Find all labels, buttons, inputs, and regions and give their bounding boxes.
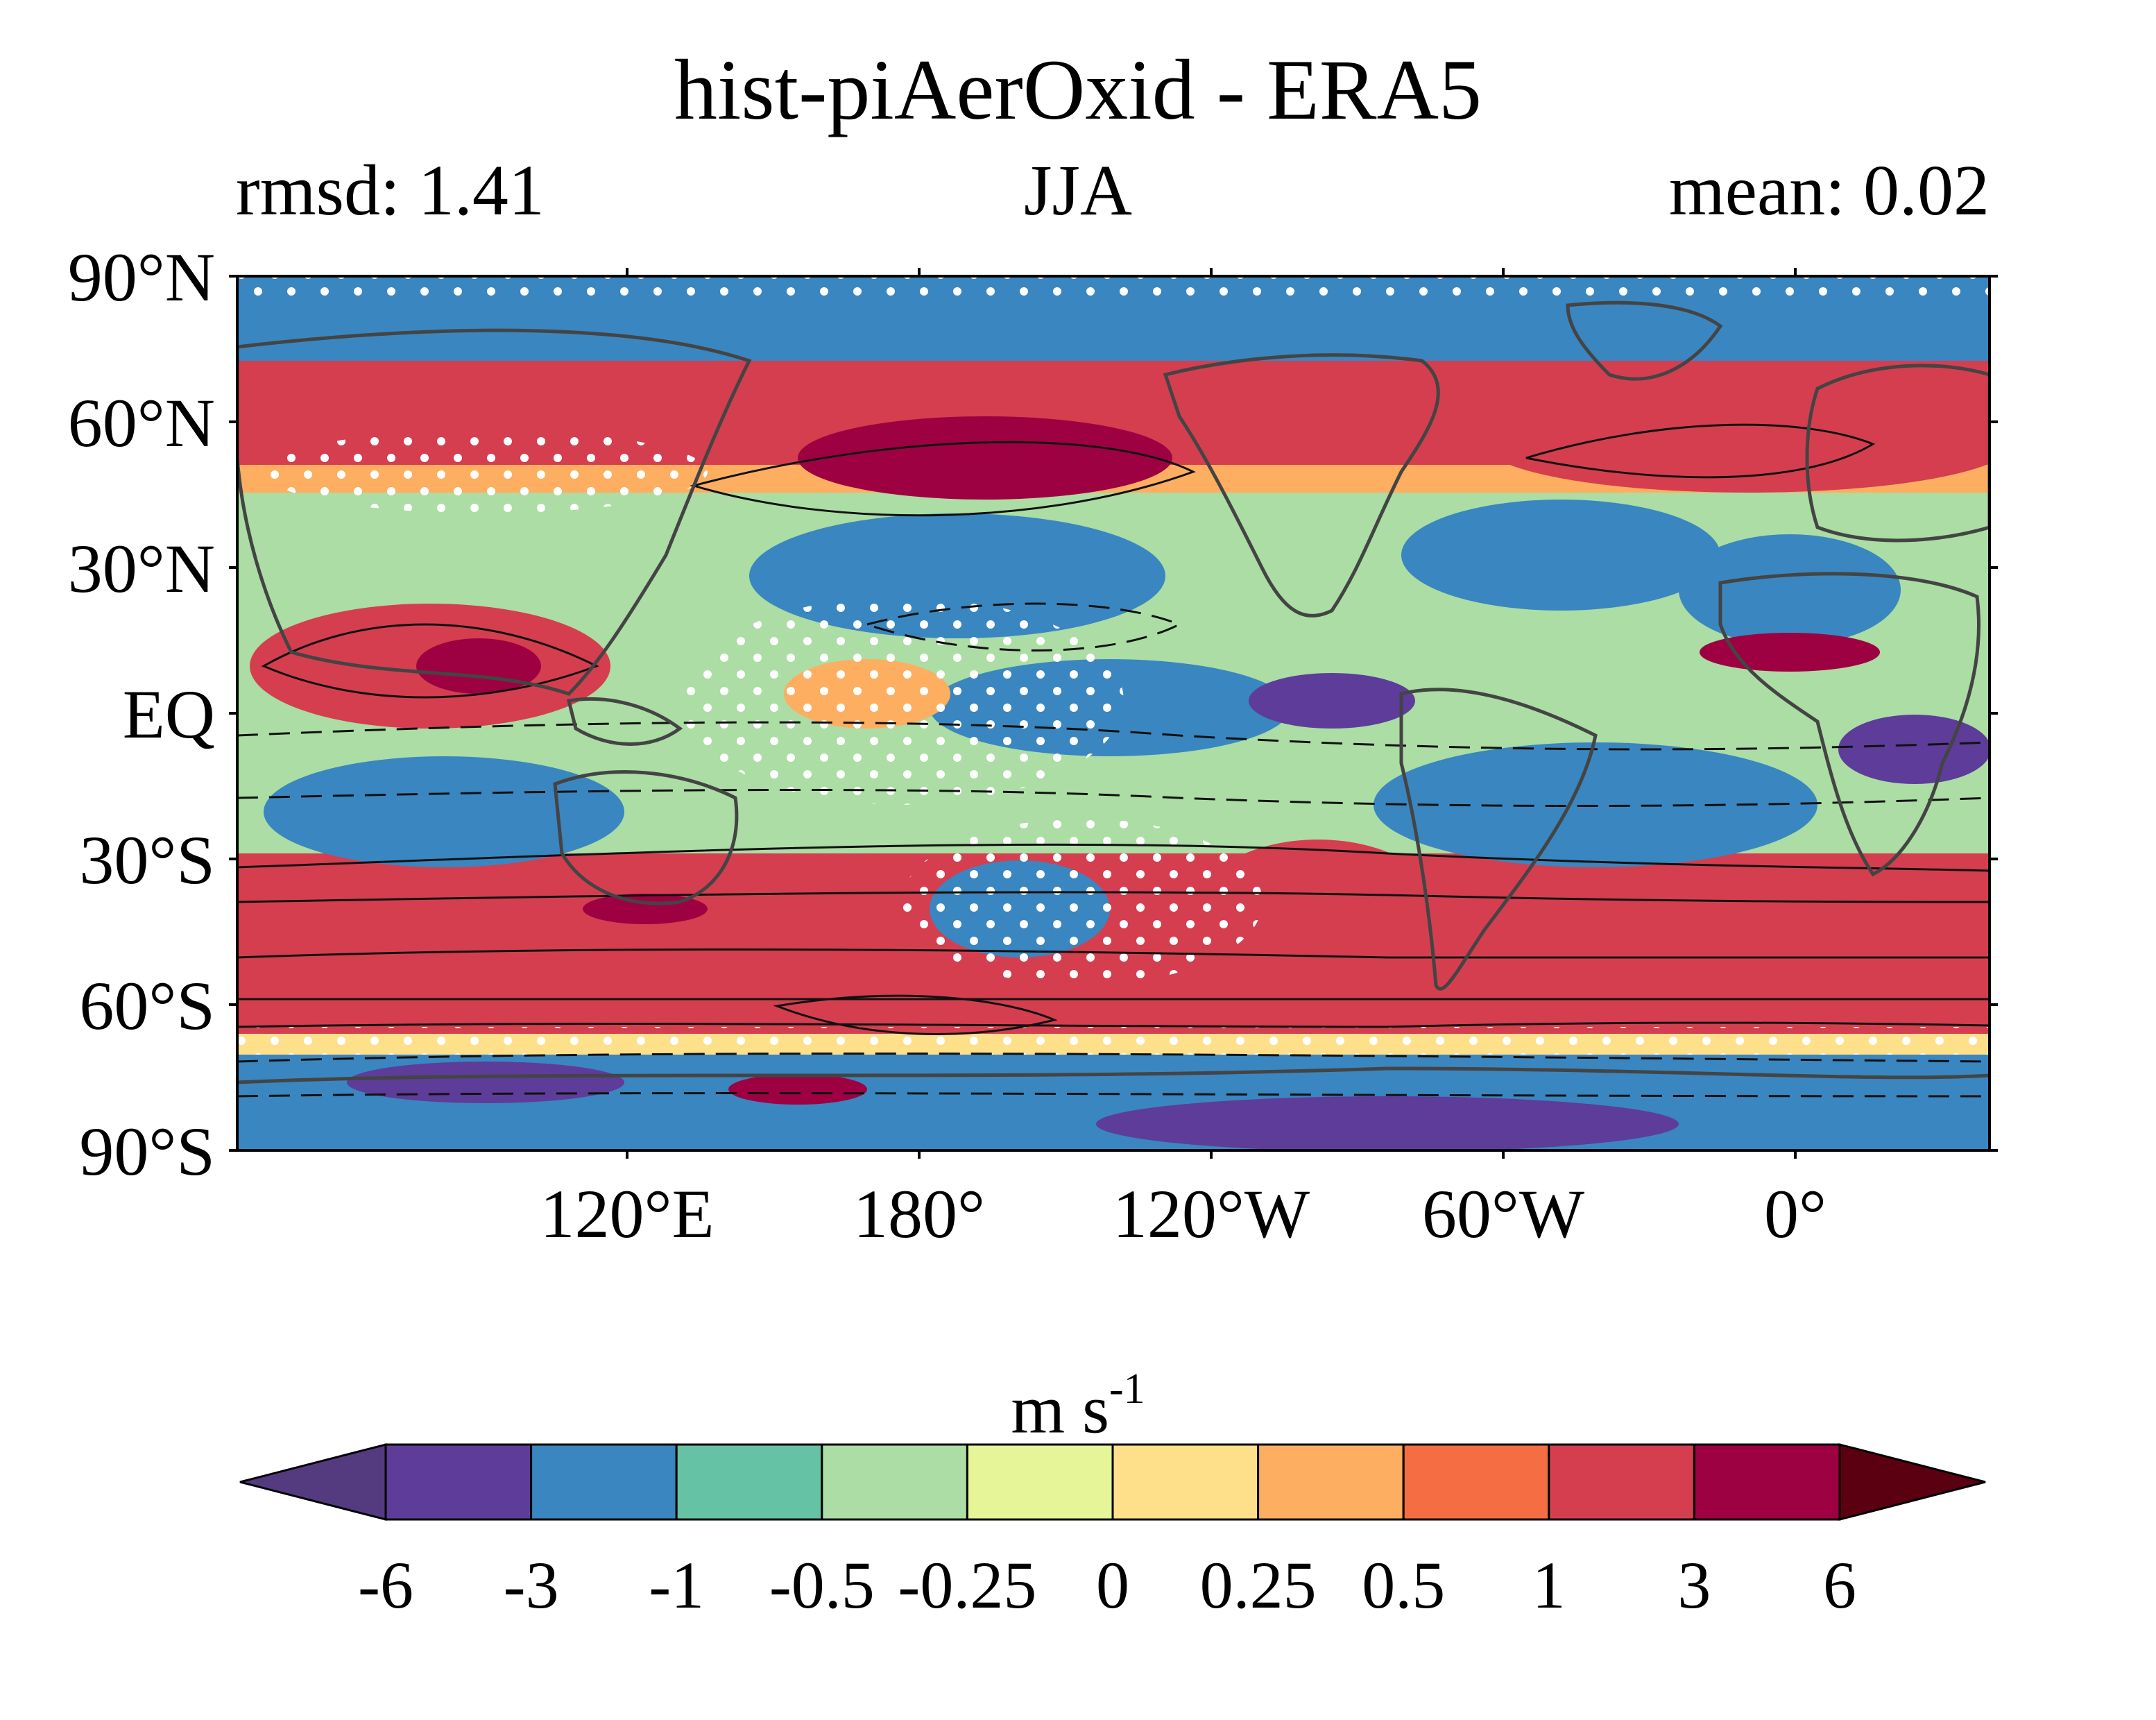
colorbar-cell (1548, 1443, 1695, 1521)
colorbar-cell (1402, 1443, 1550, 1521)
coastlines (237, 300, 1990, 1084)
colorbar-tick-label: 1 (1532, 1548, 1566, 1622)
npac-max (798, 416, 1172, 500)
coast-greenland (1566, 300, 1723, 381)
lat-label-30n: 30°N (67, 530, 215, 607)
colorbar-tick-label: -0.25 (898, 1548, 1037, 1622)
stipple-tropical-pacific (680, 597, 1124, 805)
natl-pos (1485, 395, 1990, 493)
satl-neg (1374, 742, 1817, 867)
colorbar-tick-label: -3 (503, 1548, 559, 1622)
colorbar-unit-exponent: -1 (1109, 1365, 1145, 1413)
climatology-contours (237, 423, 1990, 1035)
colorbar-unit: m s-1 (0, 1353, 2156, 1451)
dashed-contours (237, 602, 1990, 1098)
colorbar-tick-label: 0.25 (1199, 1548, 1317, 1622)
lon-label-180: 180° (853, 1175, 985, 1252)
colorbar-under-extension (239, 1443, 387, 1521)
lat-label-30s: 30°S (79, 821, 215, 899)
antarctic-min (1096, 1096, 1679, 1150)
lon-label-120e: 120°E (540, 1175, 715, 1252)
colorbar-cell (384, 1443, 533, 1521)
epac-min (1249, 673, 1415, 729)
coast-eurasia (237, 328, 752, 696)
coast-maritime-continent (566, 697, 683, 746)
rmsd-label: rmsd: 1.41 (236, 151, 545, 230)
map-field (237, 276, 1990, 1150)
antarctic-min-2 (347, 1062, 624, 1103)
lon-ticks (626, 268, 1797, 1159)
colorbar-tick-label: 3 (1677, 1548, 1711, 1622)
lon-label-0: 0° (1764, 1175, 1826, 1252)
colorbar-over-extension (1838, 1443, 1986, 1521)
colorbar-cell (821, 1443, 968, 1521)
figure-title: hist-piAerOxid - ERA5 (674, 42, 1482, 137)
lat-label-90s: 90°S (79, 1113, 215, 1190)
colorbar-cell (675, 1443, 823, 1521)
colorbar-cell (1111, 1443, 1260, 1521)
stipple-asia (264, 430, 708, 513)
lat-label-60n: 60°N (67, 384, 215, 461)
colorbar-cell (530, 1443, 678, 1521)
lat-label-90n: 90°N (67, 239, 215, 316)
colorbar-tick-label: -6 (358, 1548, 413, 1622)
coast-north-america (1163, 353, 1440, 618)
coast-australia (553, 770, 739, 905)
natl-neg (1401, 500, 1720, 611)
lat-label-60s: 60°S (79, 967, 215, 1044)
colorbar-tick-label: 0.5 (1362, 1548, 1446, 1622)
colorbar-cell (966, 1443, 1114, 1521)
colorbar-cell (1257, 1443, 1405, 1521)
coast-africa (1718, 572, 1981, 877)
mean-label: mean: 0.02 (1668, 151, 1990, 230)
india-max (416, 638, 541, 694)
coast-south-america (1399, 688, 1598, 991)
stipple-southern-ocean (237, 1027, 1990, 1055)
season-label: JJA (1023, 151, 1133, 230)
stipple-south-pacific (902, 819, 1263, 985)
sio-neg (264, 756, 624, 867)
ross-max (728, 1074, 867, 1105)
colorbar-tick-label: 0 (1096, 1548, 1129, 1622)
colorbar-tick-label: -1 (649, 1548, 705, 1622)
coast-antarctica (237, 1066, 1990, 1084)
colorbar-cell (1693, 1443, 1841, 1521)
lat-label-eq: EQ (122, 676, 215, 753)
lon-label-120w: 120°W (1112, 1175, 1310, 1252)
colorbar-tick-label: 6 (1823, 1548, 1856, 1622)
stipple-north (237, 276, 1990, 297)
colorbar (239, 1443, 1986, 1521)
lon-label-60w: 60°W (1421, 1175, 1585, 1252)
sahara-neg (1679, 534, 1901, 645)
coast-europe (1805, 364, 1990, 543)
colorbar-unit-main: m s (1011, 1370, 1110, 1448)
colorbar-tick-label: -0.5 (769, 1548, 875, 1622)
lat-ticks (229, 275, 1998, 1152)
safrica-min (1838, 715, 1990, 784)
